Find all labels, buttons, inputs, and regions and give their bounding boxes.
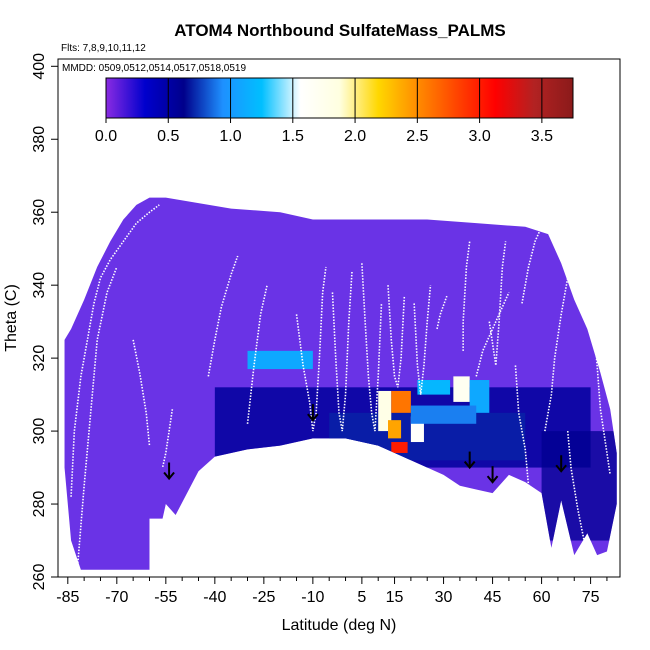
- high-value-patch: [410, 405, 477, 424]
- colorbar-ticks: 0.0 0.5 1.0 1.5 2.0 2.5 3.0 3.5: [95, 78, 553, 145]
- y-tick-label: 280: [31, 491, 48, 518]
- flight-track: [387, 285, 406, 388]
- flight-track: [475, 292, 510, 377]
- dates-note: MMDD: 0509,0512,0514,0517,0518,0519: [62, 63, 246, 74]
- flight-track: [413, 285, 432, 395]
- heatmap-field: [64, 197, 617, 570]
- x-tick-label: 30: [435, 589, 453, 606]
- flight-track: [566, 431, 592, 556]
- high-value-patch: [417, 380, 451, 395]
- flight-track: [331, 270, 353, 432]
- x-tick-label: 15: [386, 589, 404, 606]
- flight-tracks: [70, 204, 611, 567]
- plot-frame: [57, 58, 621, 578]
- x-axis: -85 -70 -55 -40 -25 -10 5 15 30 45 60 75: [56, 577, 608, 606]
- x-tick-label: -40: [203, 589, 226, 606]
- x-tick-label: -70: [105, 589, 128, 606]
- y-axis: 260 280 300 320 340 360 380 400: [31, 53, 58, 591]
- high-value-patch: [453, 376, 470, 402]
- down-arrow: [307, 404, 319, 422]
- flight-track: [76, 266, 118, 567]
- profile-arrows: [163, 404, 567, 484]
- x-tick-label: -85: [56, 589, 79, 606]
- flights-note: Flts: 7,8,9,10,11,12: [61, 43, 146, 54]
- x-tick-label: 60: [533, 589, 551, 606]
- high-value-patch: [391, 390, 411, 413]
- down-arrow: [486, 466, 499, 484]
- colorbar-tick-label: 1.5: [282, 128, 304, 145]
- high-value-patch: [378, 390, 392, 432]
- colorbar-tick-label: 0.0: [95, 128, 117, 145]
- down-arrow: [555, 455, 567, 473]
- y-axis-label: Theta (C): [3, 284, 20, 352]
- x-tick-label: 45: [484, 589, 502, 606]
- flight-track: [514, 365, 549, 556]
- flight-track: [521, 226, 543, 304]
- x-tick-label: 5: [357, 589, 366, 606]
- colorbar: [105, 77, 574, 119]
- colorbar-tick-label: 3.0: [468, 128, 490, 145]
- x-tick-label: 75: [582, 589, 600, 606]
- high-value-patch: [391, 442, 408, 453]
- flight-track: [161, 409, 174, 468]
- arrow-head: [486, 475, 499, 484]
- x-tick-label: -10: [301, 589, 324, 606]
- flight-track: [132, 339, 151, 446]
- flight-track: [361, 263, 383, 432]
- colorbar-tick-label: 3.5: [531, 128, 553, 145]
- y-tick-label: 380: [31, 126, 48, 153]
- x-tick-label: -25: [252, 589, 275, 606]
- y-tick-label: 360: [31, 199, 48, 226]
- colorbar-tick-label: 2.0: [344, 128, 366, 145]
- flight-track: [462, 241, 471, 351]
- arrow-head: [163, 471, 175, 481]
- flight-track: [593, 328, 611, 475]
- low-band: [541, 431, 617, 541]
- x-axis-label: Latitude (deg N): [282, 617, 397, 634]
- arrow-head: [307, 413, 319, 422]
- flight-track: [436, 295, 448, 330]
- flight-track: [207, 255, 239, 377]
- y-tick-label: 300: [31, 418, 48, 445]
- flight-track: [70, 204, 160, 497]
- high-value-patch: [388, 420, 402, 439]
- y-tick-label: 260: [31, 564, 48, 591]
- y-tick-label: 400: [31, 53, 48, 80]
- flight-track: [246, 284, 268, 424]
- flight-track: [295, 266, 327, 432]
- y-tick-label: 340: [31, 272, 48, 299]
- y-tick-label: 320: [31, 345, 48, 372]
- coverage-region: [64, 197, 617, 570]
- down-arrow: [463, 451, 476, 470]
- flight-track: [488, 241, 507, 366]
- high-value-patch: [469, 380, 490, 413]
- flight-track: [544, 277, 569, 432]
- arrow-head: [555, 464, 567, 473]
- arrow-head: [463, 460, 476, 470]
- colorbar-tick-label: 2.5: [406, 128, 428, 145]
- high-value-patch: [247, 350, 313, 370]
- chart-title: ATOM4 Northbound SulfateMass_PALMS: [174, 21, 506, 40]
- colorbar-tick-label: 1.0: [219, 128, 241, 145]
- x-tick-label: -55: [154, 589, 177, 606]
- down-arrow: [163, 462, 175, 481]
- colorbar-tick-label: 0.5: [157, 128, 179, 145]
